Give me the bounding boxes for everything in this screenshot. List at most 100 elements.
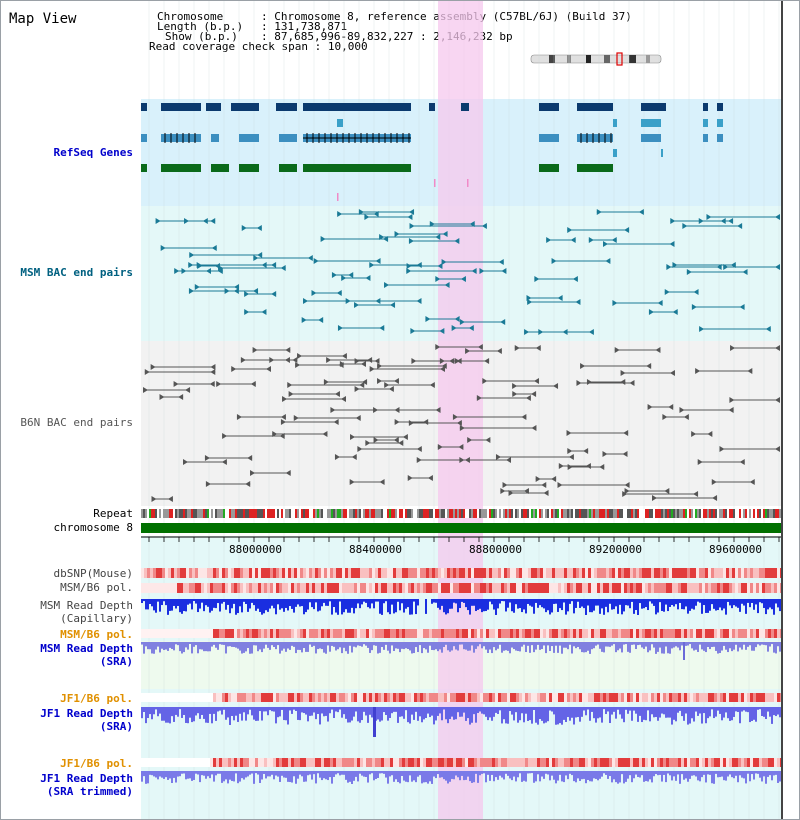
depth-bar bbox=[515, 707, 517, 713]
heatmap-cell bbox=[537, 693, 540, 702]
depth-bar bbox=[305, 642, 307, 652]
depth-bar bbox=[599, 707, 601, 718]
depth-bar bbox=[655, 599, 657, 615]
repeat-segment bbox=[725, 509, 727, 518]
depth-bar bbox=[729, 707, 731, 721]
depth-bar bbox=[181, 707, 183, 718]
heatmap-cell bbox=[771, 758, 774, 767]
track-label-b6n-bac[interactable]: B6N BAC end pairs bbox=[20, 416, 133, 429]
depth-bar bbox=[763, 707, 765, 717]
depth-bar bbox=[317, 642, 319, 650]
depth-bar bbox=[211, 771, 213, 775]
depth-bar bbox=[423, 771, 425, 783]
right-edge-line bbox=[781, 1, 783, 819]
heatmap-cell bbox=[462, 758, 465, 767]
track-label-msm-b6-pol-1[interactable]: MSM/B6 pol. bbox=[60, 581, 133, 594]
depth-bar bbox=[335, 599, 337, 613]
depth-bar bbox=[247, 642, 249, 649]
depth-bar bbox=[745, 642, 747, 650]
depth-bar bbox=[167, 642, 169, 651]
depth-bar bbox=[331, 599, 333, 615]
chromosome-ideogram[interactable] bbox=[530, 52, 662, 66]
depth-bar bbox=[383, 771, 385, 774]
bac-end-arrow bbox=[194, 284, 200, 290]
track-label-msm-depth-capillary[interactable]: MSM Read Depth bbox=[40, 599, 133, 612]
track-label-jf1-depth-trimmed[interactable]: JF1 Read Depth bbox=[40, 772, 133, 785]
track-label-jf1-b6-pol-1[interactable]: JF1/B6 pol. bbox=[60, 692, 133, 705]
heatmap-cell bbox=[465, 758, 468, 767]
depth-bar bbox=[639, 707, 641, 716]
heatmap-cell bbox=[153, 583, 156, 593]
heatmap-cell bbox=[171, 758, 174, 767]
heatmap-cell bbox=[405, 583, 408, 593]
track-label-repeat[interactable]: Repeat bbox=[93, 507, 133, 520]
depth-bar bbox=[337, 707, 339, 713]
depth-bar bbox=[257, 642, 259, 652]
heatmap-cell bbox=[681, 583, 684, 593]
bac-end-arrow bbox=[144, 369, 150, 375]
track-label-jf1-b6-pol-2[interactable]: JF1/B6 pol. bbox=[60, 757, 133, 770]
heatmap-cell bbox=[741, 629, 744, 638]
repeat-segment bbox=[345, 509, 347, 518]
depth-bar bbox=[379, 599, 381, 614]
heatmap-cell bbox=[642, 758, 645, 767]
heatmap-cell bbox=[771, 629, 774, 638]
track-label-jf1-depth-sra[interactable]: JF1 Read Depth bbox=[40, 707, 133, 720]
depth-bar bbox=[483, 771, 485, 774]
heatmap-cell bbox=[495, 568, 498, 578]
heatmap-cell bbox=[561, 693, 564, 702]
heatmap-cell bbox=[231, 758, 234, 767]
refseq-genes-track[interactable] bbox=[141, 103, 723, 201]
depth-bar bbox=[725, 771, 727, 781]
highlight-region[interactable] bbox=[438, 1, 483, 820]
depth-bar bbox=[185, 707, 187, 723]
heatmap-cell bbox=[753, 568, 756, 578]
repeat-segment bbox=[769, 509, 771, 518]
depth-bar bbox=[581, 599, 583, 607]
track-label-msm-bac[interactable]: MSM BAC end pairs bbox=[20, 266, 133, 279]
heatmap-cell bbox=[426, 629, 429, 638]
track-label-dbsnp[interactable]: dbSNP(Mouse) bbox=[53, 567, 133, 580]
depth-bar bbox=[535, 771, 537, 782]
heatmap-cell bbox=[246, 693, 249, 702]
heatmap-cell bbox=[597, 568, 600, 578]
repeat-segment bbox=[261, 509, 263, 518]
bac-end-arrow bbox=[349, 479, 355, 485]
repeat-segment bbox=[173, 509, 175, 518]
depth-bar bbox=[421, 771, 423, 784]
repeat-track[interactable] bbox=[141, 509, 781, 518]
bac-end-arrow bbox=[416, 446, 422, 452]
bac-end-arrow bbox=[553, 383, 559, 389]
polymorphism-heatmaps[interactable] bbox=[141, 568, 783, 767]
bac-end-arrow bbox=[672, 309, 678, 315]
heatmap-cell bbox=[426, 758, 429, 767]
depth-bar bbox=[445, 599, 447, 615]
bac-end-arrow bbox=[375, 258, 381, 264]
track-label-msm-depth-sra-sub: (SRA) bbox=[99, 655, 133, 668]
heatmap-cell bbox=[714, 758, 717, 767]
repeat-segment bbox=[715, 509, 717, 518]
read-depth-tracks[interactable] bbox=[141, 599, 781, 784]
track-label-msm-depth-sra[interactable]: MSM Read Depth bbox=[40, 642, 133, 655]
repeat-segment bbox=[459, 509, 461, 518]
depth-bar bbox=[337, 642, 339, 650]
depth-bar bbox=[493, 642, 495, 648]
heatmap-cell bbox=[357, 758, 360, 767]
repeat-segment bbox=[405, 509, 407, 518]
heatmap-cell bbox=[174, 693, 177, 702]
heatmap-cell bbox=[207, 583, 210, 593]
depth-bar bbox=[747, 771, 749, 774]
msm-bac-end-pairs-track[interactable] bbox=[155, 209, 780, 335]
depth-bar bbox=[223, 771, 225, 782]
depth-bar bbox=[495, 771, 497, 778]
repeat-segment bbox=[249, 509, 251, 518]
track-label-msm-b6-pol-2[interactable]: MSM/B6 pol. bbox=[60, 628, 133, 641]
depth-bar bbox=[289, 707, 291, 711]
heatmap-cell bbox=[528, 758, 531, 767]
depth-bar bbox=[595, 599, 597, 606]
b6n-bac-end-pairs-track[interactable] bbox=[143, 344, 780, 502]
bac-end-arrow bbox=[495, 454, 501, 460]
repeat-segment bbox=[585, 509, 587, 518]
track-label-refseq-genes[interactable]: RefSeq Genes bbox=[53, 146, 133, 159]
